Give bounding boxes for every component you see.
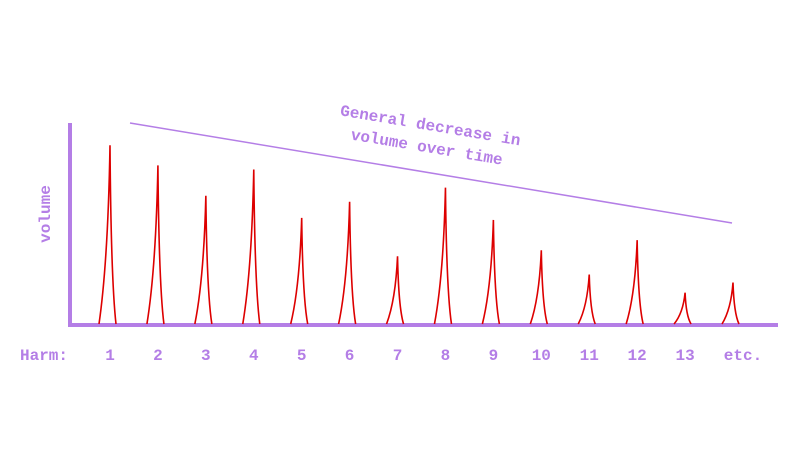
- spike: [481, 219, 501, 325]
- spike: [194, 195, 213, 325]
- spike: [337, 201, 357, 325]
- x-tick-label: etc.: [724, 347, 762, 365]
- x-tick-label: 6: [345, 347, 355, 365]
- x-tick-label: 12: [628, 347, 647, 365]
- spike: [577, 274, 596, 325]
- spike: [721, 282, 740, 325]
- x-tick-label: 1: [105, 347, 115, 365]
- spike: [385, 256, 405, 325]
- x-axis-label: Harm:: [20, 347, 68, 365]
- x-tick-label: 9: [489, 347, 499, 365]
- spike: [98, 145, 117, 325]
- x-tick-label: 11: [580, 347, 599, 365]
- y-axis-label: volume: [37, 185, 55, 243]
- x-tick-label: 7: [393, 347, 403, 365]
- x-tick-label: 3: [201, 347, 211, 365]
- spike: [625, 240, 644, 325]
- spike: [146, 165, 165, 325]
- spike: [289, 217, 309, 325]
- spike: [433, 187, 453, 325]
- x-tick-label: 2: [153, 347, 163, 365]
- x-tick-label: 13: [675, 347, 694, 365]
- spike: [529, 250, 549, 325]
- x-tick-label: 10: [532, 347, 551, 365]
- x-tick-label: 4: [249, 347, 259, 365]
- trend-line: [129, 122, 733, 224]
- spike: [241, 169, 261, 325]
- spike: [673, 292, 692, 325]
- x-tick-label: 5: [297, 347, 307, 365]
- x-tick-label: 8: [441, 347, 451, 365]
